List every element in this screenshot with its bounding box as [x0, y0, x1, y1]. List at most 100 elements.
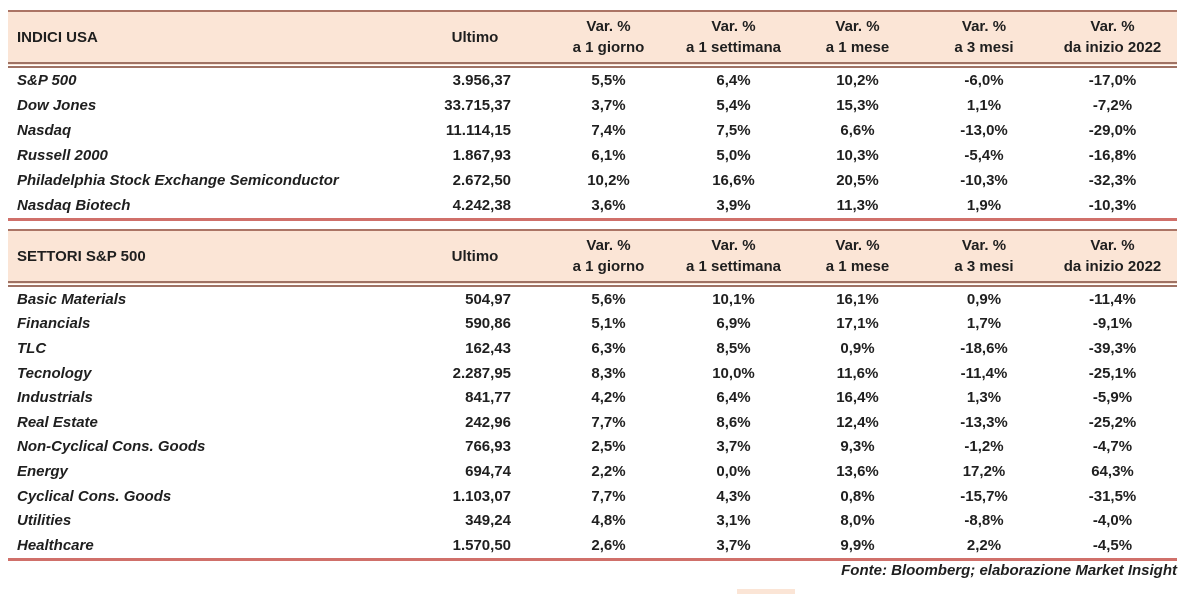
sector-name-cell: Tecnology [17, 364, 92, 382]
var-ytd-cell: -5,9% [1092, 389, 1133, 407]
var-label: Var. % [711, 237, 756, 254]
sector-name-cell: Energy [17, 462, 68, 480]
var-1d-cell: 2,6% [591, 536, 626, 554]
var-1w-cell: 8,6% [716, 413, 751, 431]
var-1d-cell: 10,2% [587, 172, 630, 189]
table-title: SETTORI S&P 500 [8, 229, 405, 287]
var-1d-cell: 2,5% [591, 438, 626, 456]
table-row: S&P 500 3.956,37 5,5% 6,4% 10,2% -6,0% -… [8, 65, 1177, 93]
var-1w-cell: 10,0% [712, 364, 755, 382]
var-1w-cell: 10,1% [712, 290, 755, 308]
var-1d-cell: 5,1% [591, 315, 626, 333]
var-1d-cell: 7,7% [591, 413, 626, 431]
var-1w-cell: 3,7% [716, 536, 751, 554]
last-value-cell: 4.242,38 [452, 197, 511, 214]
var-label: Var. % [1090, 237, 1135, 254]
var-3m-cell: 17,2% [962, 462, 1006, 480]
period-label: a 1 settimana [685, 258, 782, 275]
var-1w-cell: 6,4% [716, 72, 751, 89]
last-value-cell: 2.287,95 [452, 364, 511, 382]
column-header-var-1d: Var. % a 1 giorno [545, 10, 672, 68]
var-3m-cell: 1,3% [966, 389, 1002, 407]
var-ytd-cell: -39,3% [1088, 339, 1137, 357]
var-1m-cell: 13,6% [836, 462, 879, 480]
table-row: Russell 2000 1.867,93 6,1% 5,0% 10,3% -5… [8, 143, 1177, 168]
table-row: Basic Materials 504,97 5,6% 10,1% 16,1% … [8, 284, 1177, 312]
last-value-cell: 1.103,07 [452, 487, 511, 505]
period-label: a 3 mesi [954, 258, 1014, 275]
var-ytd-cell: -9,1% [1092, 315, 1133, 333]
var-ytd-cell: -11,4% [1089, 290, 1136, 308]
period-label: a 1 giorno [572, 39, 645, 56]
var-ytd-cell: -4,0% [1092, 512, 1133, 530]
var-3m-cell: -13,0% [960, 122, 1008, 139]
table-row: Dow Jones 33.715,37 3,7% 5,4% 15,3% 1,1%… [8, 93, 1177, 118]
var-ytd-cell: -25,1% [1088, 364, 1137, 382]
var-1w-cell: 8,5% [716, 339, 751, 357]
var-ytd-cell: 64,3% [1091, 462, 1134, 480]
var-3m-cell: -5,4% [964, 147, 1004, 164]
column-header-var-3m: Var. % a 3 mesi [920, 10, 1048, 68]
var-3m-cell: -15,7% [960, 487, 1008, 505]
var-3m-cell: 0,9% [966, 290, 1002, 308]
var-3m-cell: -11,4% [960, 364, 1008, 382]
var-1d-cell: 2,2% [591, 462, 626, 480]
table-row: Non-Cyclical Cons. Goods 766,93 2,5% 3,7… [8, 435, 1177, 460]
var-1m-cell: 15,3% [836, 97, 879, 114]
column-header-var-1w: Var. % a 1 settimana [672, 229, 795, 287]
var-1m-cell: 16,4% [836, 389, 879, 407]
var-1m-cell: 8,0% [840, 512, 875, 530]
sector-name-cell: Industrials [17, 389, 93, 407]
last-value-cell: 33.715,37 [444, 97, 511, 114]
var-3m-cell: -6,0% [964, 72, 1004, 89]
period-label: a 1 settimana [685, 39, 782, 56]
table-row: Cyclical Cons. Goods 1.103,07 7,7% 4,3% … [8, 484, 1177, 509]
settori-sp500-header: SETTORI S&P 500 Ultimo Var. % a 1 giorno… [8, 229, 1177, 287]
last-value-cell: 349,24 [465, 512, 511, 530]
var-1m-cell: 12,4% [836, 413, 879, 431]
var-3m-cell: -10,3% [960, 172, 1008, 189]
var-label: Var. % [961, 237, 1007, 254]
var-1d-cell: 3,7% [591, 97, 626, 114]
source-note: Fonte: Bloomberg; elaborazione Market In… [841, 562, 1177, 579]
var-1d-cell: 7,7% [591, 487, 626, 505]
var-label: Var. % [1090, 18, 1135, 35]
var-1w-cell: 0,0% [716, 462, 751, 480]
var-1w-cell: 3,9% [716, 197, 751, 214]
var-1m-cell: 9,9% [840, 536, 875, 554]
var-3m-cell: -1,2% [964, 438, 1004, 456]
var-1d-cell: 4,8% [591, 512, 626, 530]
var-1w-cell: 5,4% [716, 97, 751, 114]
var-1w-cell: 5,0% [716, 147, 751, 164]
var-ytd-cell: -25,2% [1088, 413, 1137, 431]
var-1m-cell: 10,3% [836, 147, 879, 164]
period-label: a 1 giorno [572, 258, 645, 275]
var-ytd-cell: -32,3% [1088, 172, 1137, 189]
table-row: Utilities 349,24 4,8% 3,1% 8,0% -8,8% -4… [8, 508, 1177, 533]
var-1d-cell: 5,6% [591, 290, 626, 308]
last-value-cell: 11.114,15 [445, 122, 511, 139]
last-value-cell: 841,77 [465, 389, 511, 407]
var-1m-cell: 16,1% [836, 290, 879, 308]
var-1m-cell: 6,6% [840, 122, 875, 139]
last-value-cell: 162,43 [465, 339, 511, 357]
sector-name-cell: Cyclical Cons. Goods [17, 487, 172, 505]
settori-sp500-table: SETTORI S&P 500 Ultimo Var. % a 1 giorno… [8, 229, 1177, 561]
sector-name-cell: Utilities [17, 512, 72, 530]
var-3m-cell: -18,6% [960, 339, 1008, 357]
column-header-ultimo: Ultimo [405, 10, 545, 68]
column-header-var-ytd: Var. % da inizio 2022 [1048, 10, 1177, 68]
table-row: Energy 694,74 2,2% 0,0% 13,6% 17,2% 64,3… [8, 459, 1177, 484]
last-value-cell: 590,86 [465, 315, 511, 333]
var-ytd-cell: -31,5% [1088, 487, 1137, 505]
last-value-cell: 2.672,50 [452, 172, 511, 189]
next-section-peek [737, 589, 795, 594]
table-row: Philadelphia Stock Exchange Semiconducto… [8, 168, 1177, 193]
sector-name-cell: TLC [17, 339, 47, 357]
var-1d-cell: 6,3% [591, 339, 626, 357]
var-label: Var. % [835, 18, 880, 35]
sector-name-cell: Financials [17, 315, 91, 333]
last-value-cell: 766,93 [465, 438, 511, 456]
index-name-cell: Russell 2000 [17, 147, 108, 164]
var-label: Var. % [835, 237, 880, 254]
